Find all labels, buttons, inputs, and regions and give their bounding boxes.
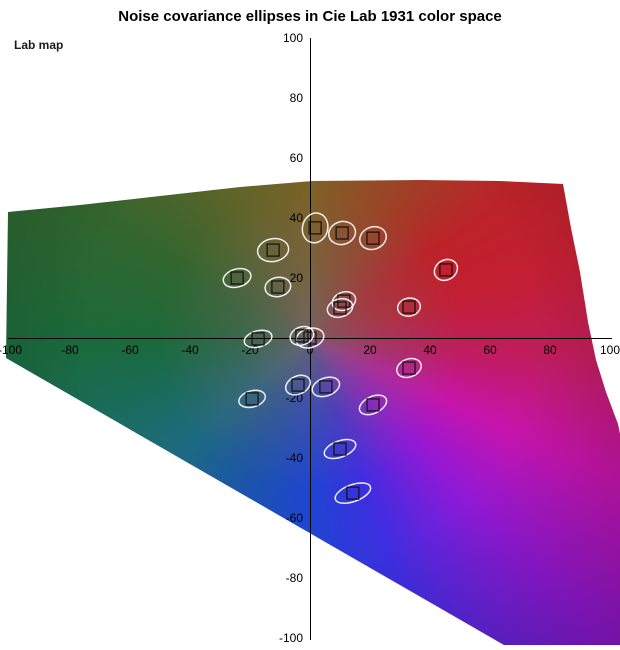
x-tick-label: 0 xyxy=(306,343,314,357)
patch-square xyxy=(333,301,347,315)
covariance-ellipse xyxy=(396,297,422,317)
x-tick-label: -80 xyxy=(61,343,79,357)
y-tick-label: 20 xyxy=(289,271,303,285)
covariance-ellipse xyxy=(295,327,325,349)
y-tick-label: -100 xyxy=(278,631,303,645)
patch-square xyxy=(291,378,305,392)
chart-title: Noise covariance ellipses in Cie Lab 193… xyxy=(118,8,502,25)
x-tick-label: 20 xyxy=(363,343,377,357)
x-tick-label: 80 xyxy=(543,343,557,357)
x-tick-label: -40 xyxy=(181,343,199,357)
covariance-ellipse xyxy=(289,325,315,347)
y-tick-label: 60 xyxy=(289,151,303,165)
x-tick-label: -20 xyxy=(241,343,259,357)
x-tick-label: -60 xyxy=(121,343,139,357)
covariance-ellipse xyxy=(243,329,273,349)
covariance-ellipse xyxy=(326,297,354,319)
covariance-ellipse xyxy=(238,389,267,409)
covariance-ellipse xyxy=(334,482,372,504)
y-tick-label: 100 xyxy=(282,31,303,45)
covariance-ellipse xyxy=(301,212,329,244)
covariance-ellipse xyxy=(311,376,341,398)
patch-square xyxy=(245,392,259,406)
covariance-ellipse xyxy=(433,258,459,282)
y-axis-line xyxy=(310,38,311,640)
x-tick-label: 60 xyxy=(483,343,497,357)
patch-square xyxy=(439,263,453,277)
y-tick-label: 40 xyxy=(289,211,303,225)
x-tick-label: 40 xyxy=(423,343,437,357)
patch-square xyxy=(366,398,380,412)
patch-square xyxy=(333,442,347,456)
patch-square xyxy=(346,486,360,500)
x-tick-label: 100 xyxy=(599,343,620,357)
patch-square xyxy=(271,280,285,294)
patch-square xyxy=(319,380,333,394)
lab-map-label: Lab map xyxy=(14,38,64,52)
patch-square xyxy=(402,361,416,375)
covariance-ellipse xyxy=(222,267,252,289)
patch-square xyxy=(337,294,351,308)
covariance-ellipse xyxy=(359,225,387,251)
patch-square xyxy=(230,271,244,285)
covariance-ellipse xyxy=(256,237,290,263)
covariance-ellipse xyxy=(331,290,357,312)
covariance-ellipse xyxy=(327,220,357,246)
covariance-ellipse xyxy=(264,276,292,298)
patch-square xyxy=(295,329,309,343)
covariance-ellipse xyxy=(284,374,312,396)
y-tick-label: -80 xyxy=(285,571,303,585)
covariance-ellipse xyxy=(358,394,388,416)
y-tick-label: -40 xyxy=(285,451,303,465)
x-tick-label: -100 xyxy=(0,343,23,357)
patch-square xyxy=(266,243,280,257)
patch-square xyxy=(308,221,322,235)
patch-square xyxy=(251,332,265,346)
patch-square xyxy=(366,231,380,245)
patch-square xyxy=(335,226,349,240)
patch-square xyxy=(303,331,317,345)
y-tick-label: -60 xyxy=(285,511,303,525)
covariance-ellipse xyxy=(396,357,422,379)
patch-square xyxy=(402,300,416,314)
y-tick-label: 80 xyxy=(289,91,303,105)
covariance-ellipse xyxy=(323,438,357,460)
